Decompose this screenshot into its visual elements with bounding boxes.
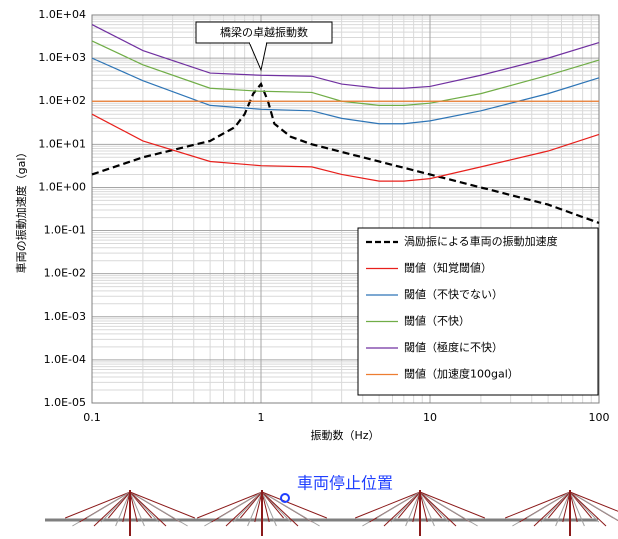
- y-tick-label: 1.0E+00: [38, 180, 86, 193]
- page: {"chart_data": {"type": "line", "xlabel"…: [0, 0, 618, 539]
- y-tick-label: 1.0E-05: [44, 396, 86, 409]
- bridge-diagram: [45, 490, 618, 536]
- y-tick-label: 1.0E+03: [38, 51, 86, 64]
- series-line: [92, 41, 599, 105]
- diagram-label: 車両停止位置: [297, 474, 393, 493]
- y-tick-label: 1.0E-01: [44, 224, 86, 237]
- x-axis-title: 振動数（Hz）: [310, 428, 379, 442]
- chart: 車両の振動加速度（gal） 振動数（Hz） 車両停止位置 1.0E-05 1.0E…: [0, 0, 618, 539]
- legend-label: 閾値（知覚閾値）: [404, 261, 492, 275]
- y-tick-label: 1.0E+01: [38, 137, 86, 150]
- y-tick-label: 1.0E+02: [38, 94, 86, 107]
- y-tick-label: 1.0E-03: [44, 310, 86, 323]
- x-tick-label: 10: [423, 411, 437, 424]
- x-tick-label: 1: [258, 411, 265, 424]
- legend-label: 渦励振による車両の振動加速度: [404, 234, 558, 248]
- annotation-text: 橋梁の卓越振動数: [220, 25, 308, 39]
- legend-label: 閾値（不快でない）: [404, 288, 503, 301]
- legend-label: 閾値（極度に不快）: [404, 340, 503, 354]
- y-axis-title: 車両の振動加速度（gal）: [14, 147, 28, 274]
- series-line: [92, 25, 599, 89]
- legend-label: 閾値（加速度100gal）: [404, 367, 519, 381]
- annotation-pointer: [249, 42, 267, 70]
- x-tick-label: 0.1: [83, 411, 101, 424]
- y-tick-label: 1.0E-04: [44, 353, 86, 366]
- x-tick-label: 100: [589, 411, 610, 424]
- y-tick-label: 1.0E+04: [38, 8, 86, 21]
- y-tick-label: 1.0E-02: [44, 267, 86, 280]
- legend-label: 閾値（不快）: [404, 315, 470, 328]
